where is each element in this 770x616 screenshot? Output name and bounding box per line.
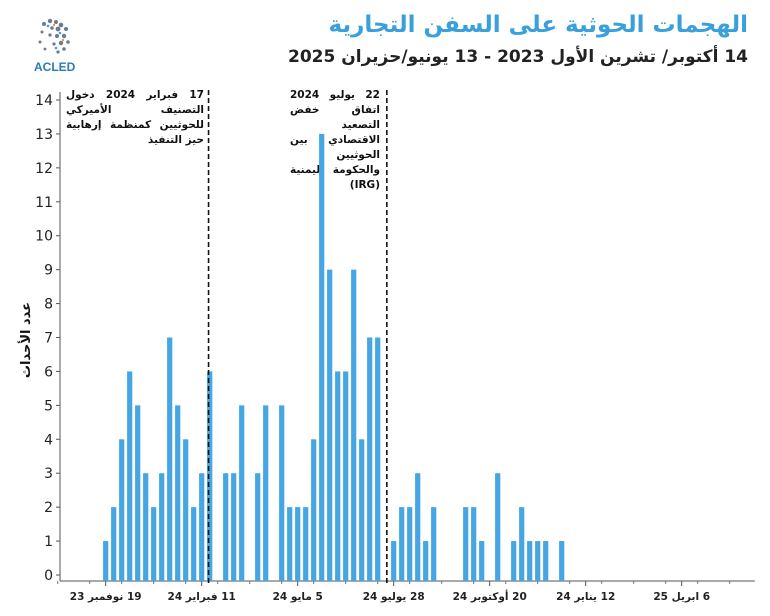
bar — [375, 337, 381, 581]
x-tick-label: 12 يناير 24 — [556, 591, 615, 603]
y-tick-label: 11 — [35, 195, 53, 211]
logo-text: ACLED — [34, 60, 76, 74]
bar — [359, 439, 365, 581]
y-tick-label: 7 — [44, 331, 53, 347]
bar — [431, 507, 437, 581]
annotation-terror-designation: 17 فبراير 2024 دخول التصنيف الأميركي للح… — [66, 89, 204, 146]
bar — [103, 541, 109, 581]
bar — [527, 541, 533, 581]
bar — [479, 541, 485, 581]
bar — [415, 473, 421, 581]
y-tick-label: 9 — [44, 263, 53, 279]
bar — [559, 541, 565, 581]
bar — [231, 473, 237, 581]
bar — [159, 473, 165, 581]
bar — [167, 337, 173, 581]
x-tick-label: 5 مايو 24 — [273, 591, 323, 603]
bar — [151, 507, 157, 581]
bar — [519, 507, 525, 581]
bar — [207, 371, 213, 581]
x-tick-label: 20 أوكتوبر 24 — [453, 589, 527, 603]
bar — [255, 473, 261, 581]
y-tick-label: 8 — [44, 297, 53, 313]
bar — [279, 405, 285, 581]
bar — [319, 133, 325, 581]
x-tick-label: 11 فبراير 24 — [168, 591, 236, 603]
bar — [351, 269, 357, 581]
bar — [471, 507, 477, 581]
x-tick-label: 19 نوفمبر 23 — [70, 591, 142, 603]
bar — [111, 507, 117, 581]
y-tick-label: 5 — [44, 398, 53, 414]
y-tick-label: 2 — [44, 500, 53, 516]
y-tick-label: 0 — [44, 568, 53, 584]
bar — [327, 269, 333, 581]
bar — [311, 439, 317, 581]
bar — [511, 541, 517, 581]
bar — [295, 507, 301, 581]
chart-title: الهجمات الحوثية على السفن التجارية — [328, 12, 748, 38]
y-tick-label: 10 — [35, 229, 53, 245]
bar — [463, 507, 469, 581]
bar — [343, 371, 349, 581]
bar — [191, 507, 197, 581]
y-tick-label: 6 — [44, 364, 53, 380]
bar — [399, 507, 405, 581]
bar — [287, 507, 293, 581]
bar — [495, 473, 501, 581]
y-tick-label: 4 — [44, 432, 53, 448]
bar — [535, 541, 541, 581]
x-tick-label: 28 يوليو 24 — [363, 591, 425, 603]
bar — [263, 405, 269, 581]
bar — [303, 507, 309, 581]
annotation-deescalation-agreement: 22 يوليو 2024 اتفاق خفض التصعيد الاقتصاد… — [290, 89, 380, 191]
y-tick-label: 3 — [44, 466, 53, 482]
y-tick-label: 1 — [44, 534, 53, 550]
bar — [239, 405, 245, 581]
bar — [423, 541, 429, 581]
y-tick-label: 12 — [35, 161, 53, 177]
bar — [407, 507, 413, 581]
bar — [143, 473, 149, 581]
bar — [175, 405, 181, 581]
bar — [391, 541, 397, 581]
bar — [543, 541, 549, 581]
chart-subtitle: 14 أكتوبر/ تشرين الأول 2023 - 13 يونيو/ح… — [287, 47, 748, 67]
bar — [119, 439, 125, 581]
y-tick-label: 13 — [35, 127, 53, 143]
bar — [367, 337, 373, 581]
bar — [135, 405, 141, 581]
bar — [223, 473, 229, 581]
y-axis-label: عدد الأحداث — [17, 302, 34, 378]
x-tick-label: 6 ابريل 25 — [653, 591, 710, 603]
y-tick-label: 14 — [35, 93, 53, 109]
acled-logo — [38, 18, 70, 54]
bar — [183, 439, 189, 581]
bar — [199, 473, 205, 581]
bar — [335, 371, 341, 581]
bar — [127, 371, 133, 581]
